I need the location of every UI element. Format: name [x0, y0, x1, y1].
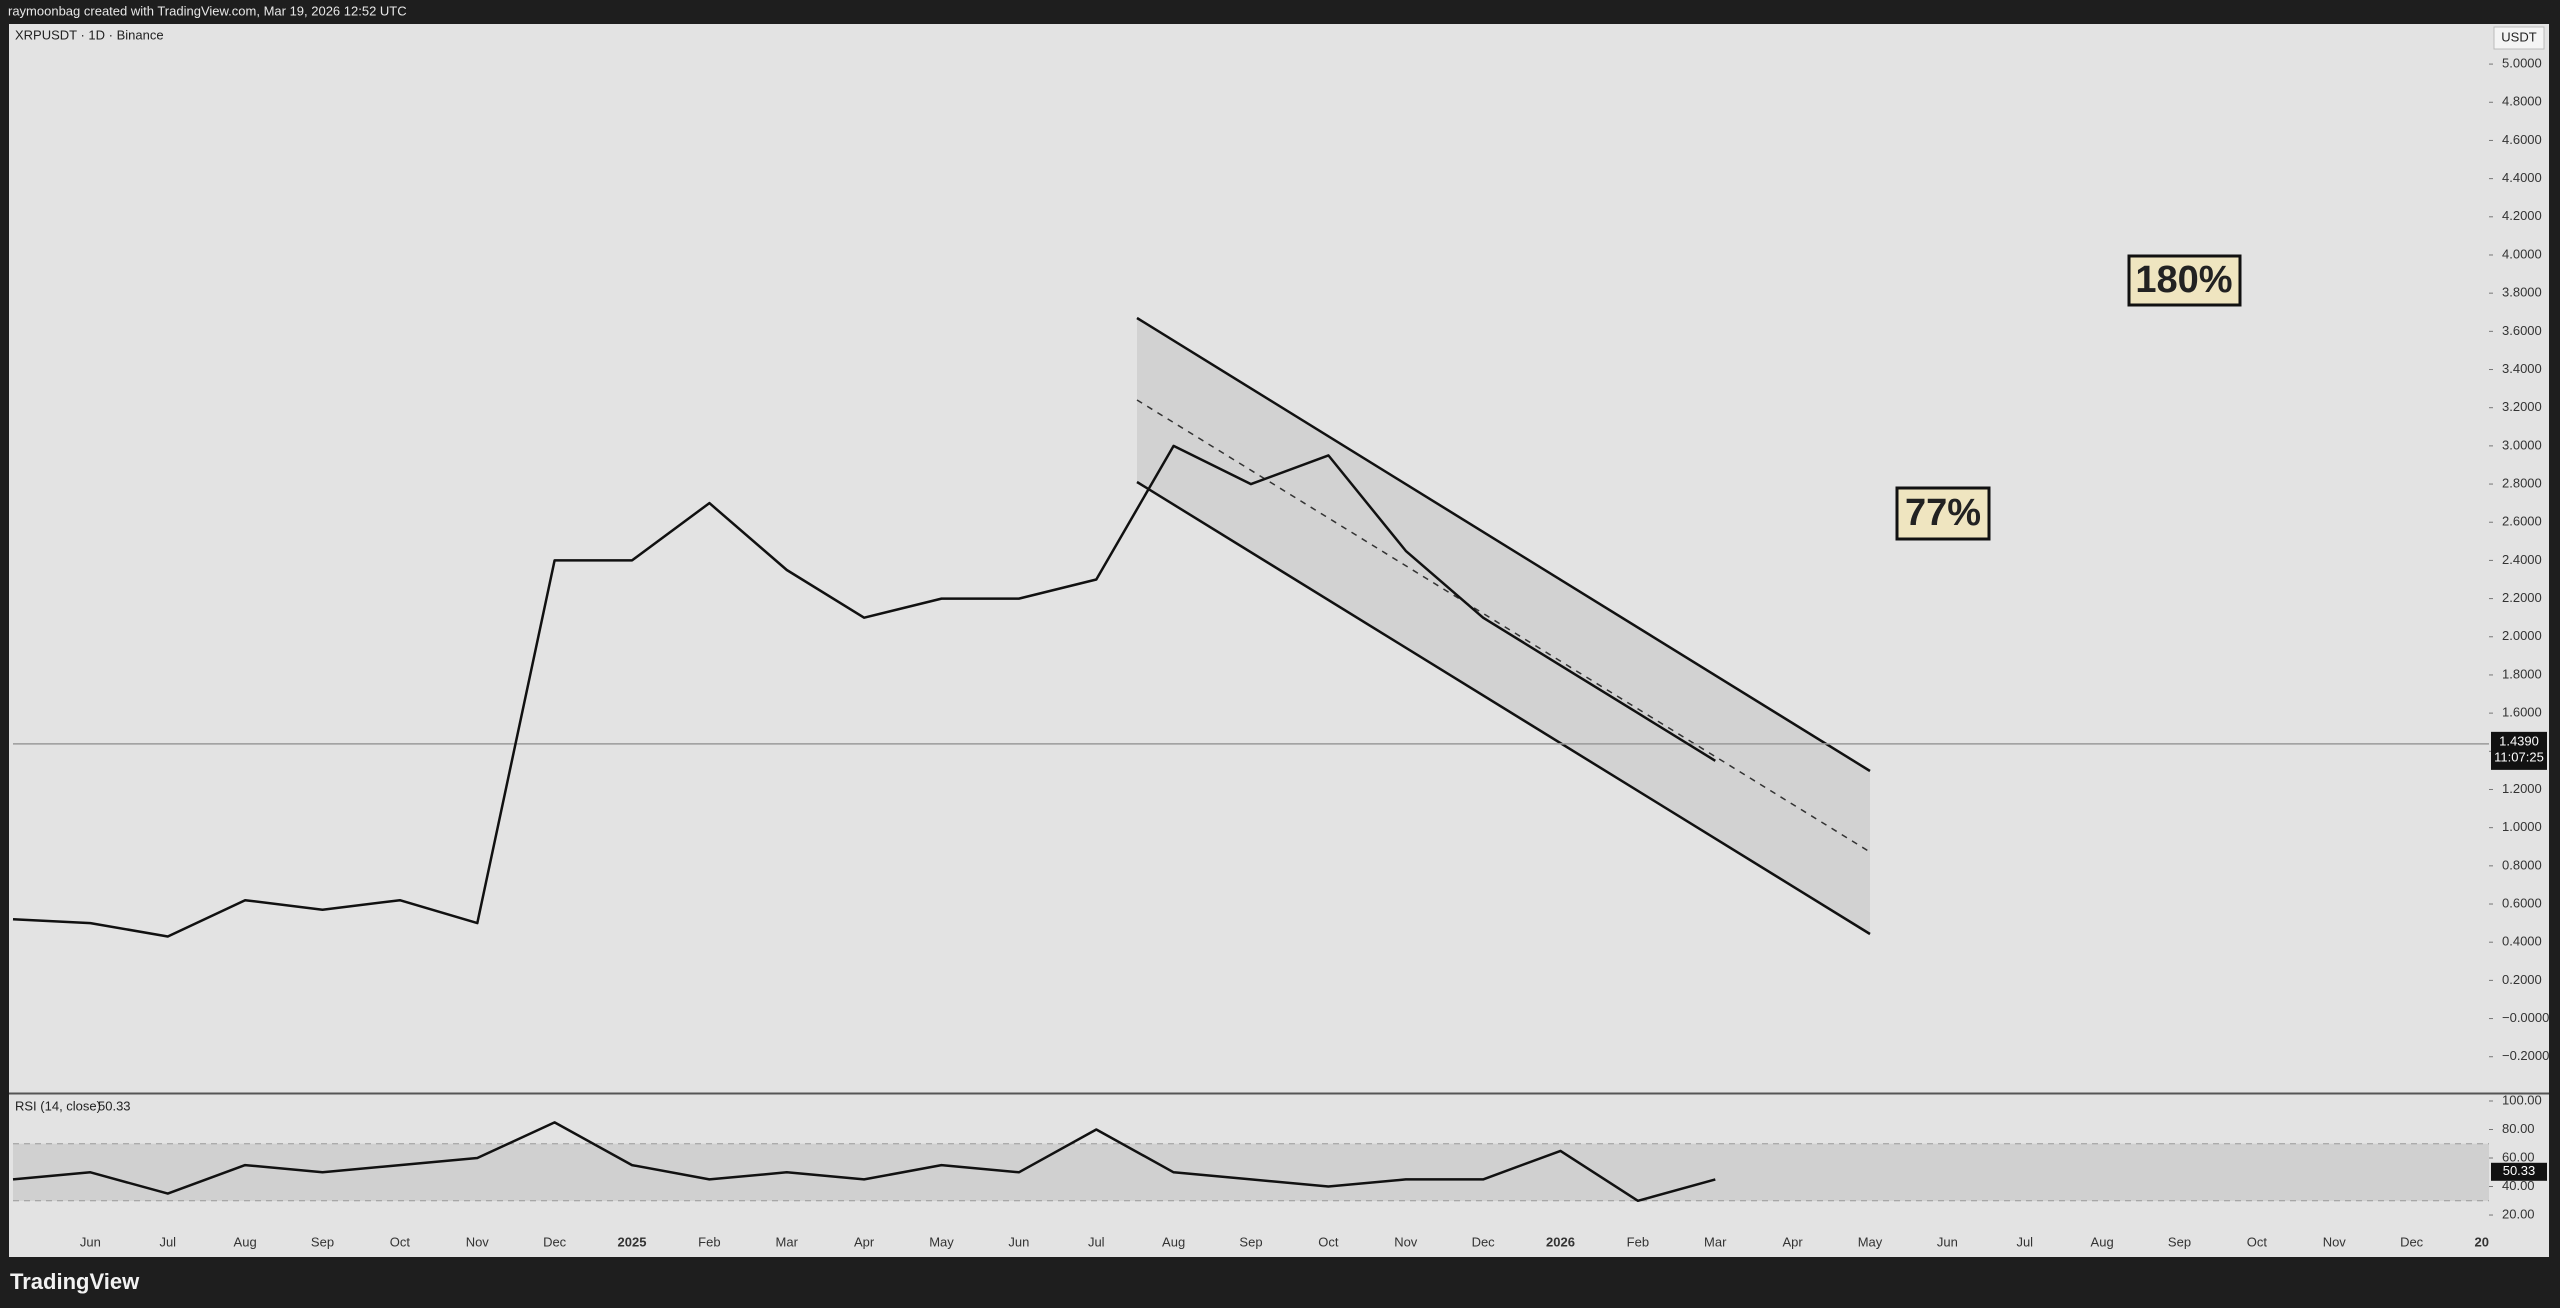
- channel-lower: [1136, 480, 1871, 936]
- x-tick-label: Dec: [1472, 1234, 1496, 1249]
- y-tick-label: 0.8000: [2502, 857, 2542, 872]
- x-tick-label: Oct: [390, 1234, 411, 1249]
- y-tick-label: 20.00: [2502, 1206, 2535, 1221]
- x-tick-label: Feb: [698, 1234, 720, 1249]
- x-tick-label: Dec: [543, 1234, 567, 1249]
- x-tick-label: Jun: [1937, 1234, 1958, 1249]
- chart-background: [9, 24, 2549, 1257]
- y-tick-label: 3.2000: [2502, 399, 2542, 414]
- y-tick-label: 5.0000: [2502, 56, 2542, 71]
- x-tick-label: Feb: [1627, 1234, 1649, 1249]
- rsi-band: [13, 1143, 2489, 1201]
- y-tick-label: 60.00: [2502, 1149, 2535, 1164]
- x-tick-label: Sep: [1239, 1234, 1262, 1249]
- channel-upper: [1136, 316, 1871, 773]
- x-tick-label: Nov: [1394, 1234, 1418, 1249]
- rsi-value: 50.33: [98, 1098, 131, 1113]
- annotation-box: [2127, 254, 2242, 307]
- x-tick-label: Jun: [80, 1234, 101, 1249]
- y-tick-label: 4.0000: [2502, 246, 2542, 261]
- y-tick-label: 100.00: [2502, 1092, 2542, 1107]
- x-tick-label: Nov: [2323, 1234, 2347, 1249]
- symbol-title: XRPUSDT · 1D · Binance: [15, 27, 164, 42]
- date-axis: Jun Jul Aug Sep Oct Nov Dec 2025 Feb Mar Apr May Jun…: [80, 1234, 2504, 1249]
- x-tick-label: Mar: [1704, 1234, 1727, 1249]
- footer: [0, 1257, 2560, 1308]
- y-tick-label: 4.8000: [2502, 94, 2542, 109]
- x-tick-label: Sep: [2168, 1234, 2191, 1249]
- x-tick-label: Aug: [1162, 1234, 1185, 1249]
- y-tick-label: 0.6000: [2502, 895, 2542, 910]
- y-tick-label: 0.4000: [2502, 934, 2542, 949]
- x-tick-label: Jul: [1088, 1234, 1105, 1249]
- y-tick-label: −0.2000: [2502, 1048, 2549, 1063]
- rsi-title: RSI (14, close): [15, 1098, 101, 1113]
- annotation-box: [1895, 486, 1991, 541]
- x-tick-label: 2025: [618, 1234, 647, 1249]
- y-tick-label: 3.8000: [2502, 285, 2542, 300]
- y-tick-label: 4.6000: [2502, 132, 2542, 147]
- x-tick-label: 2027: [2475, 1234, 2504, 1249]
- rsi-tag: [2491, 1162, 2547, 1181]
- rsi-tag-value: 50.33: [2503, 1163, 2536, 1178]
- y-tick-label: 3.6000: [2502, 323, 2542, 338]
- rsi-line: [12, 1121, 1716, 1203]
- price-tag-countdown: 11:07:25: [2494, 749, 2544, 764]
- x-tick-label: May: [929, 1234, 954, 1249]
- x-tick-label: Aug: [234, 1234, 257, 1249]
- x-tick-label: Jul: [159, 1234, 176, 1249]
- x-tick-label: Oct: [1318, 1234, 1339, 1249]
- y-tick-label: 3.0000: [2502, 437, 2542, 452]
- x-tick-label: May: [1858, 1234, 1883, 1249]
- y-tick-label: 1.2000: [2502, 781, 2542, 796]
- y-tick-label: 40.00: [2502, 1178, 2535, 1193]
- x-tick-label: Oct: [2247, 1234, 2268, 1249]
- x-tick-label: Aug: [2091, 1234, 2114, 1249]
- x-tick-label: Dec: [2400, 1234, 2424, 1249]
- x-tick-label: Mar: [776, 1234, 799, 1249]
- y-tick-label: 2.2000: [2502, 590, 2542, 605]
- x-tick-label: Jun: [1008, 1234, 1029, 1249]
- y-tick-label: 2.8000: [2502, 475, 2542, 490]
- y-tick-label: 1.8000: [2502, 666, 2542, 681]
- y-tick-label: −0.0000: [2502, 1010, 2549, 1025]
- currency: USDT: [2501, 29, 2536, 44]
- y-tick-label: 4.4000: [2502, 170, 2542, 185]
- price-line: [12, 444, 1716, 938]
- annotation: 180%: [2135, 259, 2232, 301]
- y-tick-label: 4.2000: [2502, 208, 2542, 223]
- y-tick-label: 0.2000: [2502, 972, 2542, 987]
- channel-fill: [1137, 318, 1870, 934]
- brand: TradingView: [10, 1269, 140, 1294]
- price-tag: [2491, 731, 2547, 770]
- y-tick-label: 1.6000: [2502, 705, 2542, 720]
- x-tick-label: 2026: [1546, 1234, 1575, 1249]
- credit: raymoonbag created with TradingView.com,…: [8, 3, 407, 18]
- y-tick-label: 80.00: [2502, 1121, 2535, 1136]
- x-tick-label: Apr: [854, 1234, 875, 1249]
- x-tick-label: Nov: [466, 1234, 490, 1249]
- x-tick-label: Jul: [2016, 1234, 2033, 1249]
- price-tag-value: 1.4390: [2499, 733, 2539, 748]
- y-tick-label: 2.0000: [2502, 628, 2542, 643]
- annotation: 77%: [1905, 492, 1981, 534]
- x-tick-label: Sep: [311, 1234, 334, 1249]
- y-tick-label: 2.6000: [2502, 514, 2542, 529]
- y-tick-label: 3.4000: [2502, 361, 2542, 376]
- y-tick-label: 1.0000: [2502, 819, 2542, 834]
- y-tick-label: 2.4000: [2502, 552, 2542, 567]
- currency-box: [2493, 26, 2545, 50]
- x-tick-label: Apr: [1783, 1234, 1804, 1249]
